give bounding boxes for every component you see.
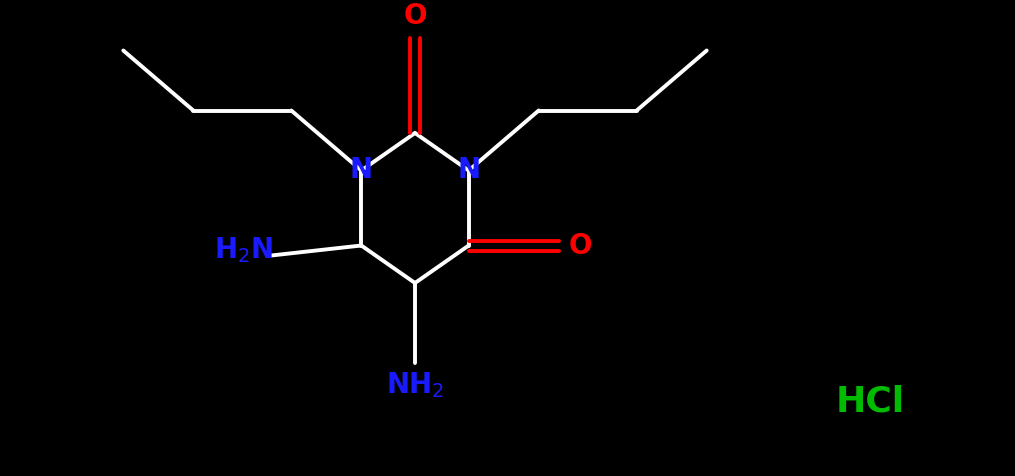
- Text: HCl: HCl: [835, 384, 904, 418]
- Text: O: O: [403, 2, 426, 30]
- Text: N: N: [457, 157, 480, 185]
- Text: H$_2$N: H$_2$N: [214, 236, 273, 266]
- Text: N: N: [350, 157, 373, 185]
- Text: NH$_2$: NH$_2$: [386, 370, 445, 400]
- Text: O: O: [569, 231, 593, 259]
